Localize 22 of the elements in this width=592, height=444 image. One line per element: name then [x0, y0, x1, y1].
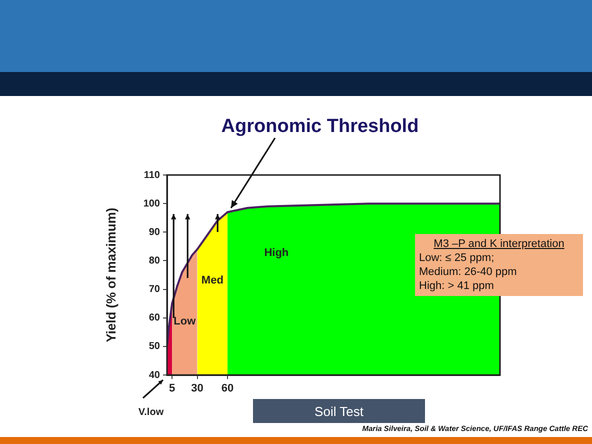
- y-tick-label: 100: [143, 198, 160, 210]
- x-tick-label: 5: [168, 382, 176, 395]
- series-label: Med: [201, 274, 224, 287]
- annotation: Low: ≤ 25 ppm;: [419, 251, 496, 265]
- x-axis-title: Soil Test: [253, 399, 425, 423]
- y-tick-label: 60: [148, 312, 160, 324]
- y-tick-label: 90: [148, 226, 160, 238]
- series-label: High: [264, 246, 289, 259]
- y-axis-title: Yield (% of maximum): [103, 208, 118, 342]
- y-tick-label: 80: [148, 255, 160, 266]
- y-tick-label: 40: [148, 370, 160, 381]
- text: V.low: [138, 406, 164, 418]
- x-tick-label: 60: [221, 382, 234, 395]
- annotation: M3 –P and K interpretation: [432, 237, 566, 251]
- y-tick-label: 50: [148, 341, 160, 352]
- annotation: High: > 41 ppm: [419, 279, 495, 293]
- series-label: Low: [174, 315, 196, 328]
- chart-title: Agronomic Threshold: [220, 116, 420, 138]
- x-tick-label: 30: [191, 382, 204, 395]
- annotation: Medium: 26-40 ppm: [419, 265, 518, 279]
- y-tick-label: 110: [144, 170, 160, 181]
- y-tick-label: 70: [148, 284, 160, 296]
